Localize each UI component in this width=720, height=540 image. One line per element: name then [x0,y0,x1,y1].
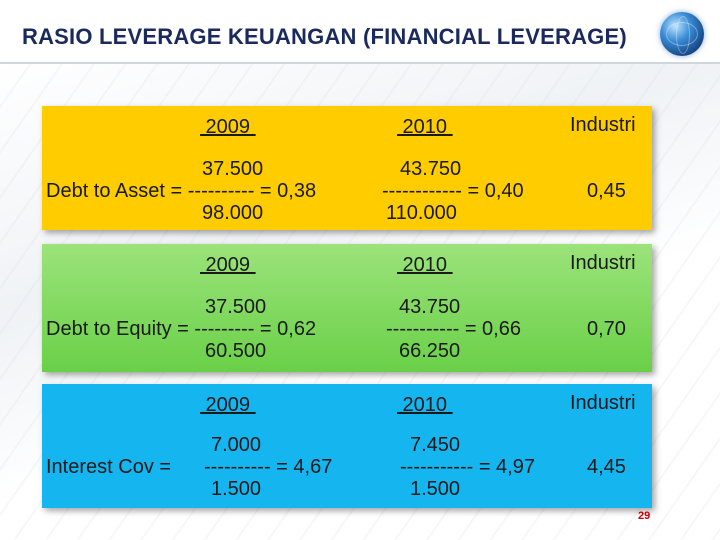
denominator-2009: 60.500 [205,340,267,362]
industry-header: Industri [570,114,636,136]
industry-value: 0,70 [587,318,626,340]
interest-coverage-panel: 2009 2010 Industri Interest Cov = 7.000 … [42,384,652,508]
denominator-2009: 1.500 [211,478,262,500]
expression-2010: ------------ = 0,40 [382,180,524,202]
expression-2010: ----------- = 4,97 [400,456,535,478]
industry-value: 4,45 [587,456,626,478]
denominator-2010: 1.500 [410,478,461,500]
ratio-label: Interest Cov = [46,456,172,478]
debt-to-asset-panel: 2009 2010 Industri 37.500 Debt to Asset … [42,106,652,230]
year-2009-header: 2009 [200,254,256,276]
industry-header: Industri [570,392,636,414]
denominator-2010: 110.000 [386,202,457,224]
globe-icon [660,12,704,56]
year-2010-header: 2010 [397,394,453,416]
numerator-2010: 7.450 [410,434,461,456]
numerator-2009: 37.500 [202,158,264,180]
numerator-2009: 37.500 [205,296,267,318]
expression-2010: ----------- = 0,66 [386,318,521,340]
year-2009-header: 2009 [200,394,256,416]
expression-2009: ---------- = 4,67 [204,456,333,478]
denominator-2009: 98.000 [202,202,264,224]
title-bar: RASIO LEVERAGE KEUANGAN (FINANCIAL LEVER… [0,0,720,64]
year-2009-header: 2009 [200,116,256,138]
ratio-label: Debt to Asset = ---------- = 0,38 [46,180,317,202]
denominator-2010: 66.250 [399,340,461,362]
numerator-2010: 43.750 [399,296,461,318]
numerator-2009: 7.000 [211,434,262,456]
industry-header: Industri [570,252,636,274]
year-2010-header: 2010 [397,254,453,276]
industry-value: 0,45 [587,180,626,202]
year-2010-header: 2010 [397,116,453,138]
slide-title: RASIO LEVERAGE KEUANGAN (FINANCIAL LEVER… [22,24,627,49]
debt-to-equity-panel: 2009 2010 Industri 37.500 Debt to Equity… [42,244,652,372]
page-number: 29 [638,510,651,522]
ratio-label: Debt to Equity = --------- = 0,62 [46,318,317,340]
numerator-2010: 43.750 [400,158,462,180]
